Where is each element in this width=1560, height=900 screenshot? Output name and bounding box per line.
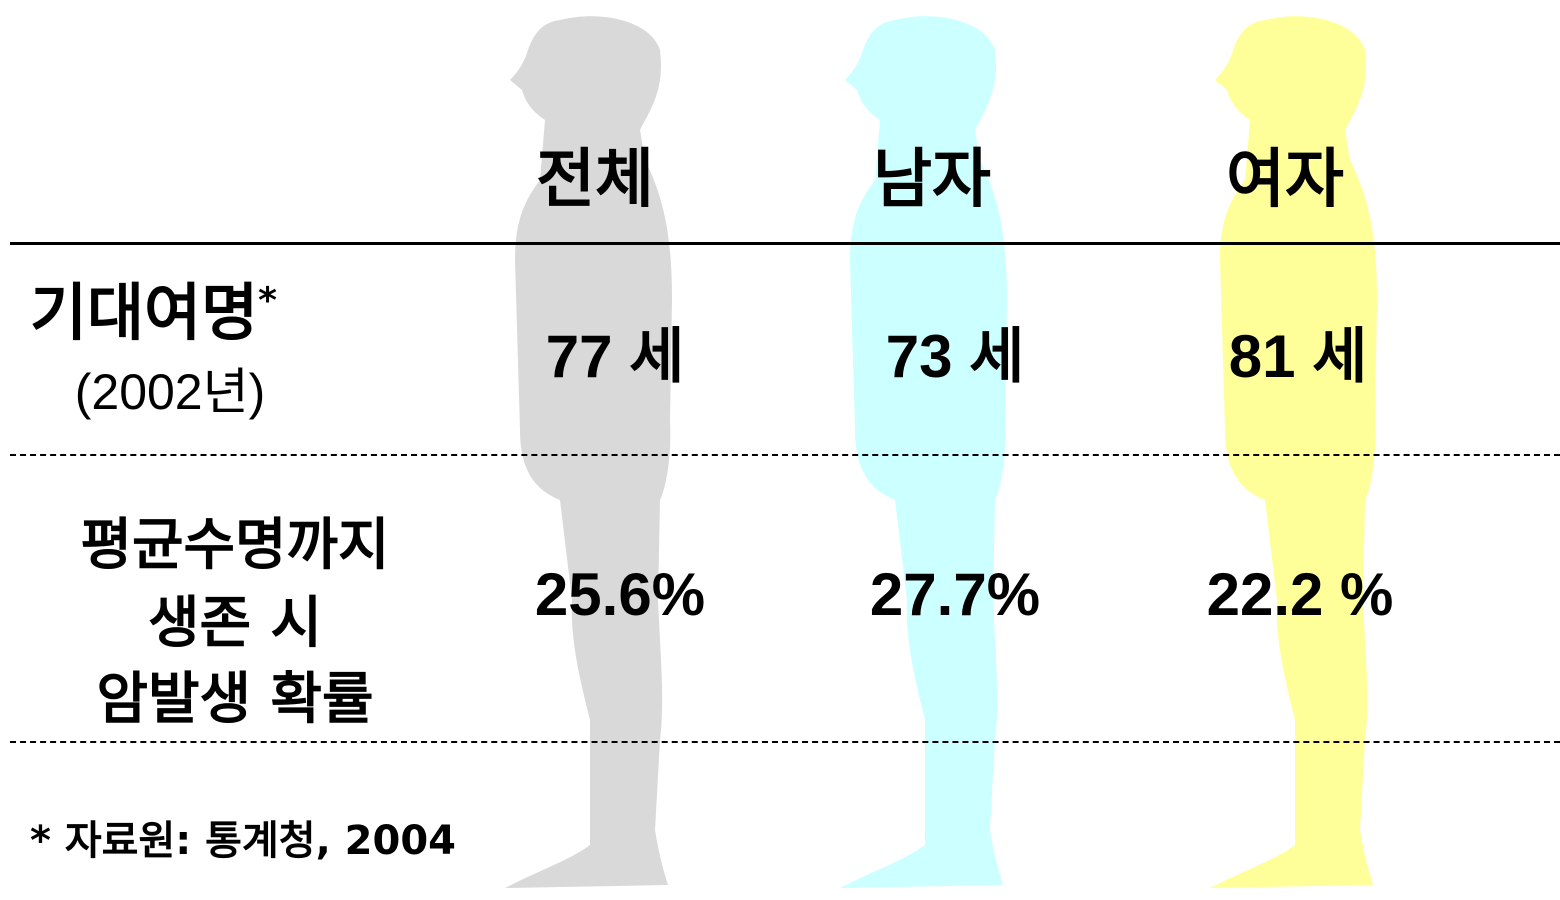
cell: 22.2 % bbox=[1207, 560, 1394, 629]
cell: 25.6% bbox=[535, 560, 705, 629]
cell: 77 세 bbox=[546, 308, 685, 395]
row-label: 평균수명까지 bbox=[80, 500, 389, 581]
row-label: 생존 시 bbox=[148, 578, 322, 659]
row-divider bbox=[10, 454, 1560, 456]
column-header: 남자 bbox=[873, 128, 991, 220]
row-label: 기대여명* bbox=[30, 262, 277, 352]
row-sublabel: (2002년) bbox=[75, 352, 266, 424]
cell: 81 세 bbox=[1229, 308, 1368, 395]
cell: 73 세 bbox=[886, 308, 1025, 395]
row-divider bbox=[10, 741, 1560, 743]
header-rule bbox=[10, 242, 1560, 245]
footnote-mark: * bbox=[258, 280, 277, 321]
cell: 27.7% bbox=[870, 560, 1040, 629]
slide: 전체 남자 여자 기대여명* (2002년) 77 세 73 세 81 세 평균… bbox=[0, 0, 1560, 900]
row-label-text: 기대여명 bbox=[30, 276, 258, 349]
column-header: 전체 bbox=[536, 128, 654, 220]
footnote: * 자료원: 통계청, 2004 bbox=[30, 808, 456, 866]
column-header: 여자 bbox=[1226, 128, 1344, 220]
row-label: 암발생 확률 bbox=[96, 654, 373, 735]
